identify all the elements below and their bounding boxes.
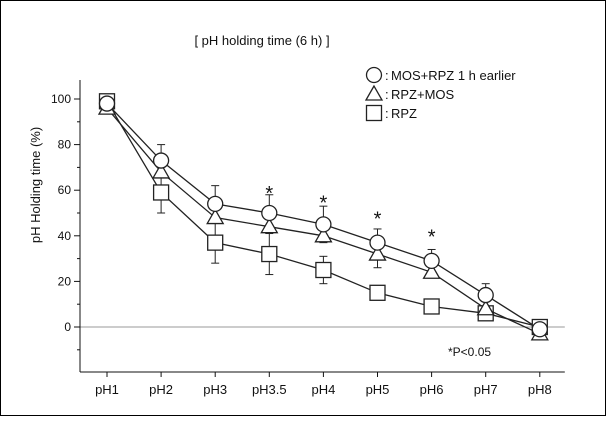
- x-tick-label-0: pH1: [95, 382, 119, 397]
- y-tick-label-0: 0: [64, 320, 71, 334]
- x-tick-label-1: pH2: [149, 382, 173, 397]
- legend-colon-square: :: [385, 106, 389, 121]
- x-tick-label-6: pH6: [420, 382, 444, 397]
- y-tick-label-80: 80: [58, 138, 72, 152]
- data-point-circle-pH3: [207, 195, 224, 213]
- data-point-circle-pH7: [477, 286, 494, 304]
- significance-star-pH4: *: [320, 192, 328, 214]
- data-point-triangle-pH3: [206, 208, 225, 225]
- data-point-circle-pH1: [98, 95, 116, 112]
- y-tick-label-60: 60: [58, 183, 72, 197]
- chart-title: [ pH holding time (6 h) ]: [194, 33, 329, 48]
- series-group: [97, 93, 549, 341]
- x-tick-label-8: pH8: [528, 382, 552, 397]
- markers-circle: [98, 95, 548, 338]
- x-tick-label-4: pH4: [311, 382, 335, 397]
- data-point-square-pH2: [152, 184, 170, 201]
- y-tick-label-100: 100: [51, 92, 71, 106]
- significance-star-pH3.5: *: [265, 183, 273, 205]
- x-tick-label-5: pH5: [366, 382, 390, 397]
- legend-colon-triangle: :: [385, 87, 389, 102]
- data-point-square-pH6: [423, 298, 440, 315]
- data-point-circle-pH3.5: [261, 204, 278, 222]
- data-point-triangle-pH4: [314, 226, 333, 243]
- data-point-circle-pH2: [152, 152, 170, 169]
- x-tick-label-2: pH3: [203, 382, 227, 397]
- data-point-triangle-pH2: [151, 162, 171, 179]
- legend: : MOS+RPZ 1 h earlier: RPZ+MOS: RPZ: [364, 66, 516, 122]
- data-point-square-pH3: [207, 234, 224, 251]
- data-point-square-pH3.5: [261, 245, 278, 263]
- legend-symbol-circle: [365, 66, 383, 84]
- data-point-circle-pH4: [315, 216, 332, 233]
- x-tick-label-7: pH7: [474, 382, 498, 397]
- data-point-triangle-pH6: [422, 262, 441, 279]
- y-tick-label-20: 20: [58, 274, 72, 288]
- x-tick-label-3: pH3.5: [252, 382, 287, 397]
- legend-label-circle: MOS+RPZ 1 h earlier: [391, 68, 516, 83]
- legend-label-triangle: RPZ+MOS: [391, 87, 455, 102]
- significance-star-pH5: *: [374, 208, 382, 230]
- data-point-circle-pH6: [423, 252, 440, 270]
- axes: 0 20 40 60 80 100 pH1 pH2 pH3 pH3.5 pH4 pH5 pH6 pH7 pH…: [51, 80, 565, 397]
- legend-symbol-square: [365, 104, 383, 122]
- data-point-square-pH5: [369, 284, 386, 301]
- significance-star-pH6: *: [428, 227, 436, 249]
- data-point-triangle-pH5: [368, 244, 387, 261]
- footnote: *P<0.05: [448, 345, 491, 359]
- data-point-circle-pH5: [369, 234, 386, 251]
- legend-colon-circle: :: [385, 68, 389, 83]
- significance-markers: * * * *: [265, 183, 435, 248]
- data-point-square-pH4: [315, 261, 332, 279]
- legend-label-square: RPZ: [391, 106, 417, 121]
- legend-symbol-triangle: [364, 84, 384, 101]
- y-axis-label: pH Holding time (%): [28, 127, 43, 243]
- y-tick-label-40: 40: [58, 229, 72, 243]
- data-point-triangle-pH7: [476, 299, 495, 316]
- data-point-circle-pH8: [531, 321, 548, 338]
- data-point-triangle-pH3.5: [260, 217, 279, 234]
